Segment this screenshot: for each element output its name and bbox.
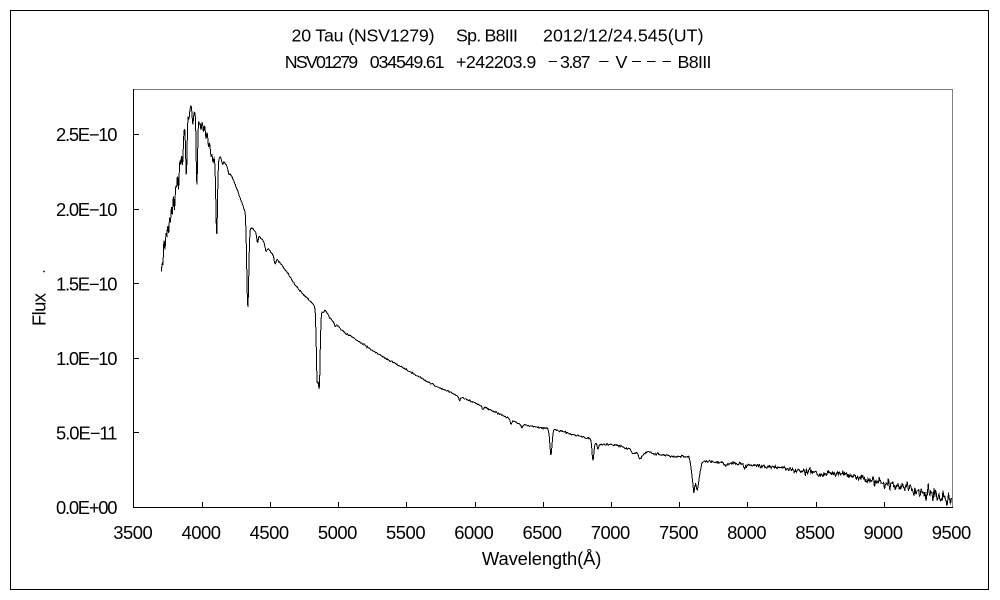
svg-text:2012/12/24.545(UT): 2012/12/24.545(UT) — [543, 26, 704, 46]
svg-text:Flux: Flux — [29, 293, 50, 326]
svg-text:9500: 9500 — [932, 522, 972, 543]
svg-text:B8III: B8III — [678, 52, 712, 72]
svg-text:4000: 4000 — [181, 522, 221, 543]
svg-text:+242203.9: +242203.9 — [456, 52, 536, 72]
svg-text:5500: 5500 — [386, 522, 426, 543]
svg-text:4500: 4500 — [250, 522, 290, 543]
svg-text:1.5E−10: 1.5E−10 — [56, 273, 118, 294]
svg-text:7000: 7000 — [591, 522, 631, 543]
svg-text:V: V — [616, 52, 628, 72]
svg-text:8500: 8500 — [795, 522, 835, 543]
svg-text:1.0E−10: 1.0E−10 — [56, 348, 118, 369]
svg-text:6000: 6000 — [454, 522, 494, 543]
svg-text:3500: 3500 — [113, 522, 153, 543]
svg-text:2.0E−10: 2.0E−10 — [56, 199, 118, 220]
svg-text:Sp. B8III: Sp. B8III — [456, 26, 518, 46]
svg-text:Wavelength(Å): Wavelength(Å) — [482, 548, 602, 569]
svg-text:8000: 8000 — [727, 522, 767, 543]
svg-text:9000: 9000 — [864, 522, 904, 543]
svg-text:7500: 7500 — [659, 522, 699, 543]
svg-text:0.0E+00: 0.0E+00 — [56, 497, 118, 518]
svg-text:5000: 5000 — [318, 522, 358, 543]
svg-text:034549.61: 034549.61 — [370, 52, 445, 72]
svg-text:2.5E−10: 2.5E−10 — [56, 124, 118, 145]
svg-text:NSV01279: NSV01279 — [285, 52, 359, 72]
svg-text:3.87: 3.87 — [560, 52, 591, 72]
svg-text:6500: 6500 — [522, 522, 562, 543]
svg-text:20 Tau (NSV1279): 20 Tau (NSV1279) — [292, 26, 435, 46]
svg-text:5.0E−11: 5.0E−11 — [56, 423, 118, 444]
